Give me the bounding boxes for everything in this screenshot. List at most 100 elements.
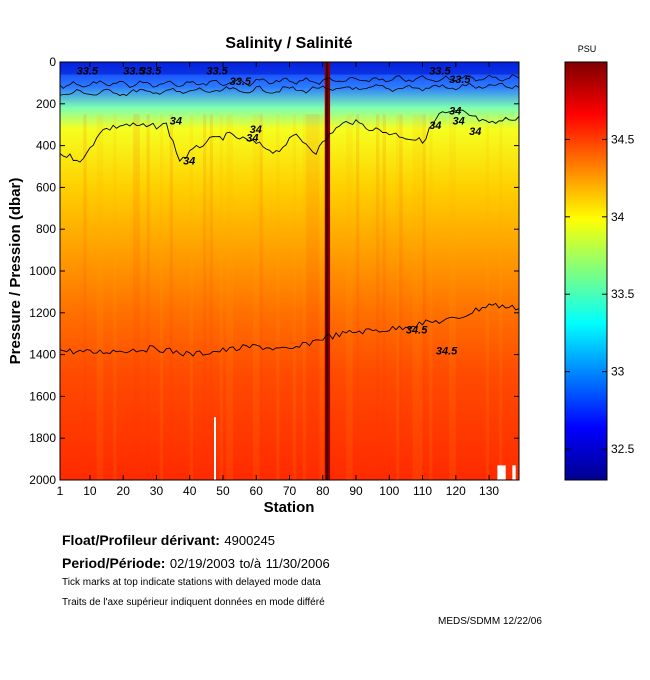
colorbar-tick-label: 34 (611, 210, 625, 224)
heatmap-column (219, 114, 223, 480)
x-tick-label: 20 (117, 484, 131, 498)
x-tick-label: 70 (283, 484, 297, 498)
heatmap-column (226, 114, 230, 480)
colorbar-axis: 32.5 33 33.5 34 34.5 (565, 132, 635, 456)
y-tick-label: 1000 (29, 264, 56, 278)
heatmap-column (96, 114, 100, 480)
y-tick-label: 1600 (29, 389, 56, 403)
heatmap-column (159, 114, 164, 480)
y-axis-label: Pressure / Pression (dbar) (7, 178, 24, 365)
y-axis: 0 200 400 600 800 1000 1200 1400 1600 1800 2000 (29, 55, 519, 487)
colorbar-tick-label: 32.5 (611, 442, 635, 456)
y-tick-label: 400 (36, 139, 56, 153)
contour-33-9 (60, 82, 519, 96)
heatmap-column (415, 114, 420, 480)
colorbar-tick-label: 33 (611, 365, 625, 379)
contour-label-34: 34 (250, 124, 262, 136)
heatmap-column (259, 114, 263, 480)
heatmap-column (322, 114, 327, 480)
heatmap-column (99, 114, 104, 480)
heatmap-column (252, 114, 257, 480)
heatmap-column (419, 114, 423, 480)
heatmap-column (452, 114, 456, 480)
heatmap-column (375, 114, 380, 480)
heatmap-column (189, 114, 194, 480)
heatmap-column (133, 114, 137, 480)
heatmap-column (449, 114, 453, 480)
y-tick-label: 600 (36, 180, 56, 194)
period-start: 02/19/2003 (169, 556, 235, 571)
contour-label-33-5: 33.5 (77, 66, 99, 78)
heatmap-column (146, 114, 150, 480)
contour-label-33-5: 33.5 (449, 74, 471, 86)
missing-data (512, 465, 516, 480)
period-to: to/à (239, 556, 262, 571)
contour-label-34-5: 34.5 (406, 325, 428, 337)
heatmap-column (203, 114, 207, 480)
heatmap-column (306, 114, 310, 480)
contour-label-33-5: 33.5 (123, 66, 145, 78)
x-axis-label: Station (264, 499, 315, 516)
contour-label-34: 34 (170, 116, 182, 128)
contour-label-33-5: 33.5 (429, 66, 451, 78)
credit: MEDS/SDMM 12/22/06 (438, 616, 542, 627)
heatmap-column (309, 114, 313, 480)
heatmap-column (292, 114, 297, 480)
contour-label-34-5: 34.5 (436, 346, 458, 358)
period-label: Period/Période: (62, 555, 166, 571)
y-tick-label: 1200 (29, 306, 56, 320)
period-end: 11/30/2006 (265, 556, 330, 571)
y-tick-label: 0 (49, 55, 56, 69)
x-tick-label: 90 (349, 484, 363, 498)
colorbar-unit: PSU (578, 44, 597, 54)
float-line: Float/Profileur dérivant: 4900245 (62, 532, 275, 550)
colorbar-tick-label: 34.5 (611, 132, 635, 146)
y-tick-label: 1400 (29, 348, 56, 362)
y-tick-label: 800 (36, 222, 56, 236)
missing-data (213, 417, 216, 480)
surface-band (60, 62, 519, 75)
note-en: Tick marks at top indicate stations with… (62, 577, 321, 588)
heatmap-column (83, 114, 87, 480)
x-tick-label: 40 (183, 484, 197, 498)
contour-label-33-5: 33.5 (230, 76, 252, 88)
anomaly-column-core (326, 62, 329, 480)
colorbar-tick-label: 33.5 (611, 287, 635, 301)
heatmap-column (169, 114, 174, 480)
missing-data (497, 465, 506, 480)
contour-label-34: 34 (246, 132, 258, 144)
heatmap-column (346, 114, 350, 480)
heatmap-column (229, 114, 233, 480)
heatmap-column (113, 114, 117, 480)
x-tick-label: 120 (446, 484, 466, 498)
x-tick-label: 1 (57, 484, 64, 498)
x-tick-label: 60 (250, 484, 264, 498)
period-line: Period/Période: 02/19/2003 to/à 11/30/20… (62, 555, 330, 573)
contour-label-33-5: 33.5 (140, 66, 162, 78)
contour-label-34: 34 (452, 116, 464, 128)
heatmap-column (399, 114, 403, 480)
contour-label-34: 34 (429, 120, 441, 132)
y-tick-label: 1800 (29, 431, 56, 445)
heatmap-column (499, 114, 503, 480)
contour-33-5 (60, 74, 519, 89)
y-tick-label: 200 (36, 97, 56, 111)
heatmap-column (422, 114, 426, 480)
x-tick-label: 30 (150, 484, 164, 498)
heatmap-column (349, 114, 353, 480)
heatmap-column (382, 114, 386, 480)
contour-label-33-5: 33.5 (206, 66, 228, 78)
heatmap-column (256, 114, 260, 480)
heatmap-texture (60, 62, 519, 480)
heatmap-column (429, 114, 433, 480)
heatmap-column (319, 114, 323, 480)
heatmap-column (395, 114, 400, 480)
x-tick-label: 50 (216, 484, 230, 498)
contour-label-34: 34 (469, 126, 481, 138)
x-tick-label: 80 (316, 484, 330, 498)
x-tick-label: 100 (379, 484, 399, 498)
contour-34-5 (60, 302, 519, 357)
